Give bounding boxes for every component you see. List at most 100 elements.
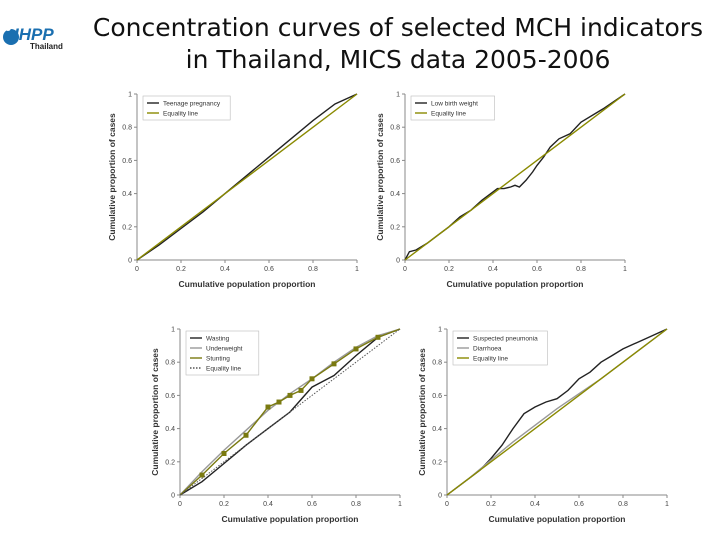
y-axis-label: Cumulative proportion of cases [375, 113, 385, 241]
y-tick-label: 0 [128, 258, 132, 265]
x-tick-label: 0.2 [486, 501, 496, 508]
page-title: Concentration curves of selected MCH ind… [88, 12, 708, 76]
y-tick-label: 1 [438, 327, 442, 334]
x-tick-label: 1 [355, 266, 359, 273]
legend-label-equality-line: Equality line [206, 366, 241, 373]
legend-label-stunting: Stunting [206, 356, 230, 363]
y-tick-label: 0.6 [390, 158, 400, 165]
logo-dot [5, 25, 11, 31]
ihpp-logo: IHPP Thailand [0, 18, 90, 58]
series-marker-stunting [375, 334, 381, 340]
x-tick-label: 0.6 [574, 501, 584, 508]
y-tick-label: 0.6 [122, 158, 132, 165]
y-tick-label: 0.4 [432, 426, 442, 433]
x-tick-label: 0.2 [219, 501, 229, 508]
x-tick-label: 0.4 [488, 266, 498, 273]
legend-box [410, 95, 495, 121]
y-tick-label: 0.2 [432, 459, 442, 466]
series-marker-stunting [199, 472, 205, 478]
x-tick-label: 0.4 [220, 266, 230, 273]
chart-svg: 0 0.2 0.4 0.6 0.8 1 0 0.2 0.4 0.6 0.8 1 Cumulative p… [375, 92, 627, 290]
legend-label-wasting: Wasting [206, 336, 230, 343]
x-tick-label: 0.4 [530, 501, 540, 508]
logo-graphic: IHPP Thailand [3, 25, 63, 51]
x-axis-label: Cumulative population proportion [222, 514, 359, 524]
y-tick-label: 0.4 [390, 191, 400, 198]
chart-low-birth-weight: 0 0.2 0.4 0.6 0.8 1 0 0.2 0.4 0.6 0.8 1 Cumulative p… [373, 88, 635, 290]
series-marker-stunting [287, 392, 293, 398]
x-tick-label: 0 [403, 266, 407, 273]
series-line-equality-line [404, 93, 626, 261]
chart-svg: 0 0.2 0.4 0.6 0.8 1 0 0.2 0.4 0.6 0.8 1 Cumulative p… [417, 327, 669, 525]
x-tick-label: 0.6 [264, 266, 274, 273]
logo-text: IHPP [14, 25, 54, 44]
x-tick-label: 0 [445, 501, 449, 508]
legend-label-equality-line: Equality line [431, 111, 466, 118]
x-axis-label: Cumulative population proportion [489, 514, 626, 524]
x-tick-label: 0.6 [307, 501, 317, 508]
series-line-wasting [179, 328, 401, 496]
y-tick-label: 0.2 [390, 224, 400, 231]
series-line-equality-line [136, 93, 358, 261]
y-axis-label: Cumulative proportion of cases [150, 348, 160, 476]
legend-label-teenage-pregnancy: Teenage pregnancy [163, 101, 221, 108]
legend-box [142, 95, 231, 121]
y-tick-label: 0 [438, 493, 442, 500]
x-tick-label: 0.2 [176, 266, 186, 273]
chart-svg: 0 0.2 0.4 0.6 0.8 1 0 0.2 0.4 0.6 0.8 1 Cumulative p… [150, 327, 402, 525]
series-line-equality-line [179, 328, 401, 496]
y-tick-label: 1 [128, 92, 132, 99]
title-line-2: in Thailand, MICS data 2005-2006 [185, 45, 611, 74]
x-tick-label: 0.8 [618, 501, 628, 508]
legend-label-diarrhoea: Diarrhoea [473, 346, 502, 353]
x-tick-label: 1 [398, 501, 402, 508]
x-tick-label: 1 [665, 501, 669, 508]
y-tick-label: 0.4 [122, 191, 132, 198]
y-tick-label: 0.8 [432, 360, 442, 367]
legend-label-underweight: Underweight [206, 346, 243, 353]
logo-subtext: Thailand [30, 42, 63, 51]
x-tick-label: 0.2 [444, 266, 454, 273]
x-tick-label: 1 [623, 266, 627, 273]
series-marker-stunting [353, 346, 359, 352]
chart-nutrition: 0 0.2 0.4 0.6 0.8 1 0 0.2 0.4 0.6 0.8 1 Cumulative p… [148, 323, 410, 525]
chart-pneumonia-diarrhoea: 0 0.2 0.4 0.6 0.8 1 0 0.2 0.4 0.6 0.8 1 Cumulative p… [415, 323, 677, 525]
x-axis-label: Cumulative population proportion [179, 279, 316, 289]
series-marker-stunting [309, 376, 315, 382]
y-tick-label: 0.8 [165, 360, 175, 367]
series-line-equality-line [446, 328, 668, 496]
y-tick-label: 0.2 [122, 224, 132, 231]
series-marker-stunting [265, 404, 271, 410]
series-marker-stunting [243, 432, 249, 438]
y-tick-label: 1 [396, 92, 400, 99]
y-axis-label: Cumulative proportion of cases [107, 113, 117, 241]
legend-label-low-birth-weight: Low birth weight [431, 101, 478, 108]
logo-circle [3, 29, 19, 45]
y-tick-label: 0.8 [390, 125, 400, 132]
series-marker-stunting [221, 451, 227, 456]
title-line-1: Concentration curves of selected MCH ind… [92, 13, 704, 42]
x-tick-label: 0.8 [351, 501, 361, 508]
y-tick-label: 0 [396, 258, 400, 265]
legend-label-equality-line: Equality line [163, 111, 198, 118]
series-marker-stunting [298, 387, 304, 393]
x-tick-label: 0.6 [532, 266, 542, 273]
series-line-teenage-pregnancy [136, 93, 358, 261]
y-axis-label: Cumulative proportion of cases [417, 348, 427, 476]
y-tick-label: 0.2 [165, 459, 175, 466]
y-tick-label: 0 [171, 493, 175, 500]
y-tick-label: 0.8 [122, 125, 132, 132]
y-tick-label: 0.6 [432, 393, 442, 400]
y-tick-label: 0.6 [165, 393, 175, 400]
series-marker-stunting [331, 361, 337, 367]
x-tick-label: 0.8 [308, 266, 318, 273]
legend-label-suspected-pneumonia: Suspected pneumonia [473, 336, 538, 343]
legend-label-equality-line: Equality line [473, 356, 508, 363]
series-marker-stunting [276, 399, 282, 405]
x-tick-label: 0.8 [576, 266, 586, 273]
x-axis-label: Cumulative population proportion [447, 279, 584, 289]
y-tick-label: 0.4 [165, 426, 175, 433]
x-tick-label: 0 [135, 266, 139, 273]
chart-teenage-pregnancy: 0 0.2 0.4 0.6 0.8 1 0 0.2 0.4 0.6 0.8 1 Cumulative p… [105, 88, 367, 290]
x-tick-label: 0 [178, 501, 182, 508]
